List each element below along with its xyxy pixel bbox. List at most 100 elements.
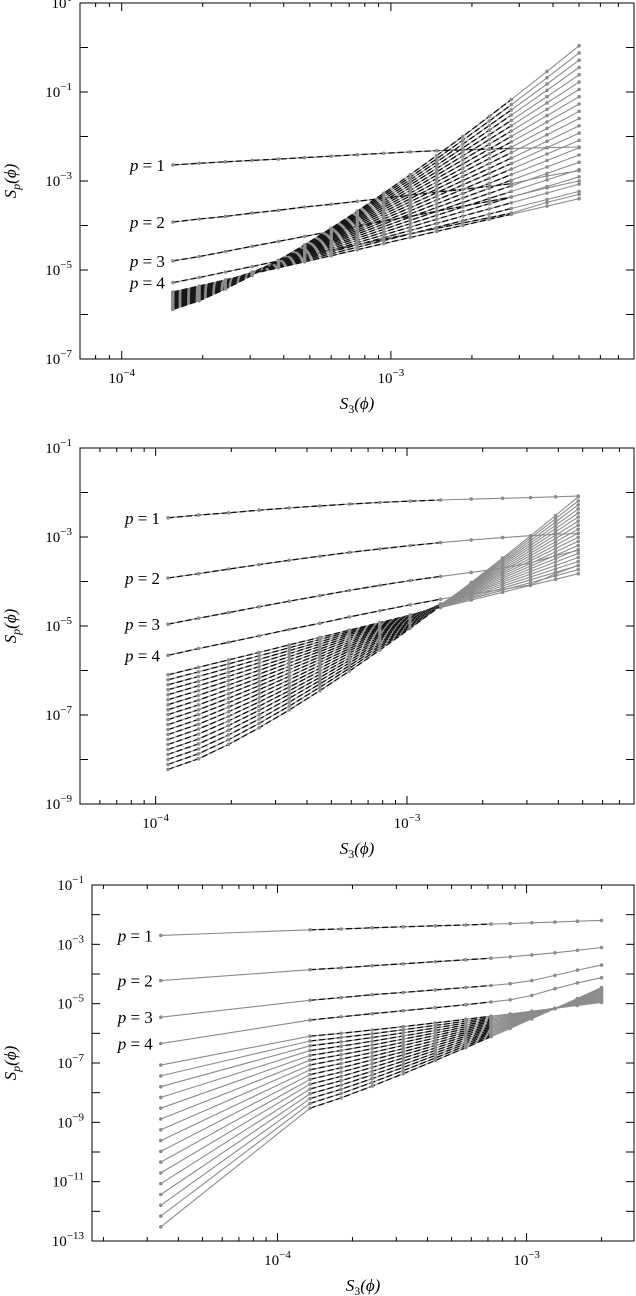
- data-point: [545, 165, 549, 169]
- data-point: [308, 1063, 312, 1067]
- data-point: [434, 173, 439, 177]
- data-point: [339, 1070, 343, 1074]
- data-point: [508, 955, 512, 959]
- data-point: [226, 683, 231, 687]
- dashed-segment: [172, 109, 512, 309]
- data-point: [553, 533, 558, 537]
- data-point: [226, 728, 231, 732]
- data-point: [553, 513, 558, 518]
- data-point: [433, 1033, 438, 1038]
- data-point: [381, 227, 386, 232]
- data-point: [355, 152, 360, 157]
- dashed-segment: [167, 604, 441, 761]
- data-point: [528, 583, 533, 588]
- data-point: [287, 506, 292, 510]
- data-point: [545, 145, 549, 150]
- data-point: [553, 951, 557, 955]
- data-point: [226, 733, 231, 737]
- data-point: [401, 1046, 406, 1051]
- data-point: [434, 194, 439, 199]
- data-point: [196, 698, 201, 702]
- data-point: [257, 680, 261, 684]
- data-point: [487, 123, 492, 128]
- data-point: [287, 648, 292, 653]
- data-point: [318, 669, 322, 674]
- data-point: [401, 1024, 406, 1029]
- data-point: [577, 43, 581, 48]
- data-point: [408, 232, 413, 236]
- data-point: [408, 185, 413, 190]
- dashed-segment: [167, 541, 441, 579]
- data-point: [438, 574, 443, 579]
- data-point: [464, 1045, 468, 1050]
- data-point: [196, 616, 201, 620]
- data-point: [339, 1053, 343, 1057]
- data-point: [433, 1026, 438, 1030]
- data-point: [408, 626, 413, 631]
- data-point: [339, 927, 343, 931]
- data-point: [599, 945, 604, 950]
- data-point: [302, 234, 307, 239]
- data-point: [347, 588, 352, 593]
- data-point: [196, 693, 201, 698]
- data-point: [226, 737, 231, 742]
- dashed-segment: [172, 152, 512, 302]
- data-point: [469, 538, 474, 542]
- data-point: [355, 247, 360, 252]
- data-point: [370, 1043, 375, 1047]
- data-point: [318, 657, 322, 662]
- data-point: [553, 973, 557, 978]
- data-point: [329, 154, 334, 158]
- data-point: [508, 981, 512, 986]
- y-tick-label: 10−13: [52, 1230, 85, 1250]
- data-point: [487, 217, 492, 222]
- data-point: [576, 519, 580, 523]
- annotation-p4: p = 4: [117, 1035, 154, 1054]
- y-tick-label: 10−3: [57, 933, 84, 953]
- data-point: [509, 156, 514, 160]
- data-point: [553, 523, 558, 528]
- data-point: [370, 1069, 375, 1073]
- data-point: [487, 201, 492, 206]
- data-point: [370, 926, 375, 930]
- y-tick-label: 10−3: [45, 526, 72, 546]
- data-point: [408, 218, 413, 223]
- panel-1: 10−4 10−3 10−7 10−5 10−3 10−1 101 S3(ϕ) Sp(ϕ) p =…: [1, 0, 635, 416]
- data-point: [408, 225, 413, 229]
- data-point: [308, 998, 312, 1003]
- dashed-segment: [167, 499, 441, 519]
- data-point: [257, 650, 261, 655]
- data-point: [226, 691, 231, 696]
- data-point: [308, 1106, 312, 1110]
- data-point: [577, 87, 581, 92]
- data-point: [461, 170, 465, 174]
- data-point: [339, 1096, 343, 1100]
- data-point: [469, 570, 474, 575]
- data-point: [408, 212, 413, 216]
- data-point: [226, 658, 231, 662]
- data-point: [339, 1040, 343, 1044]
- data-point: [171, 307, 175, 312]
- data-point: [528, 548, 533, 553]
- data-point: [159, 1225, 163, 1229]
- data-point: [434, 190, 439, 195]
- data-point: [159, 1160, 163, 1164]
- data-point: [433, 1031, 438, 1035]
- x-axis-label: S3(ϕ): [340, 394, 375, 416]
- data-point: [159, 1192, 163, 1197]
- data-point: [287, 654, 292, 659]
- data-point: [159, 1106, 163, 1110]
- data-point: [438, 540, 443, 545]
- data-point: [166, 697, 170, 702]
- data-point: [487, 114, 492, 119]
- data-point: [461, 196, 465, 200]
- series-line-p2: [172, 170, 580, 223]
- x-tick-label: 10−4: [264, 1249, 291, 1269]
- data-point: [530, 978, 534, 983]
- data-point: [461, 191, 465, 196]
- data-point: [339, 1048, 343, 1053]
- data-point: [509, 178, 514, 182]
- data-point: [509, 123, 514, 128]
- data-point: [577, 138, 581, 143]
- data-point: [401, 1053, 406, 1057]
